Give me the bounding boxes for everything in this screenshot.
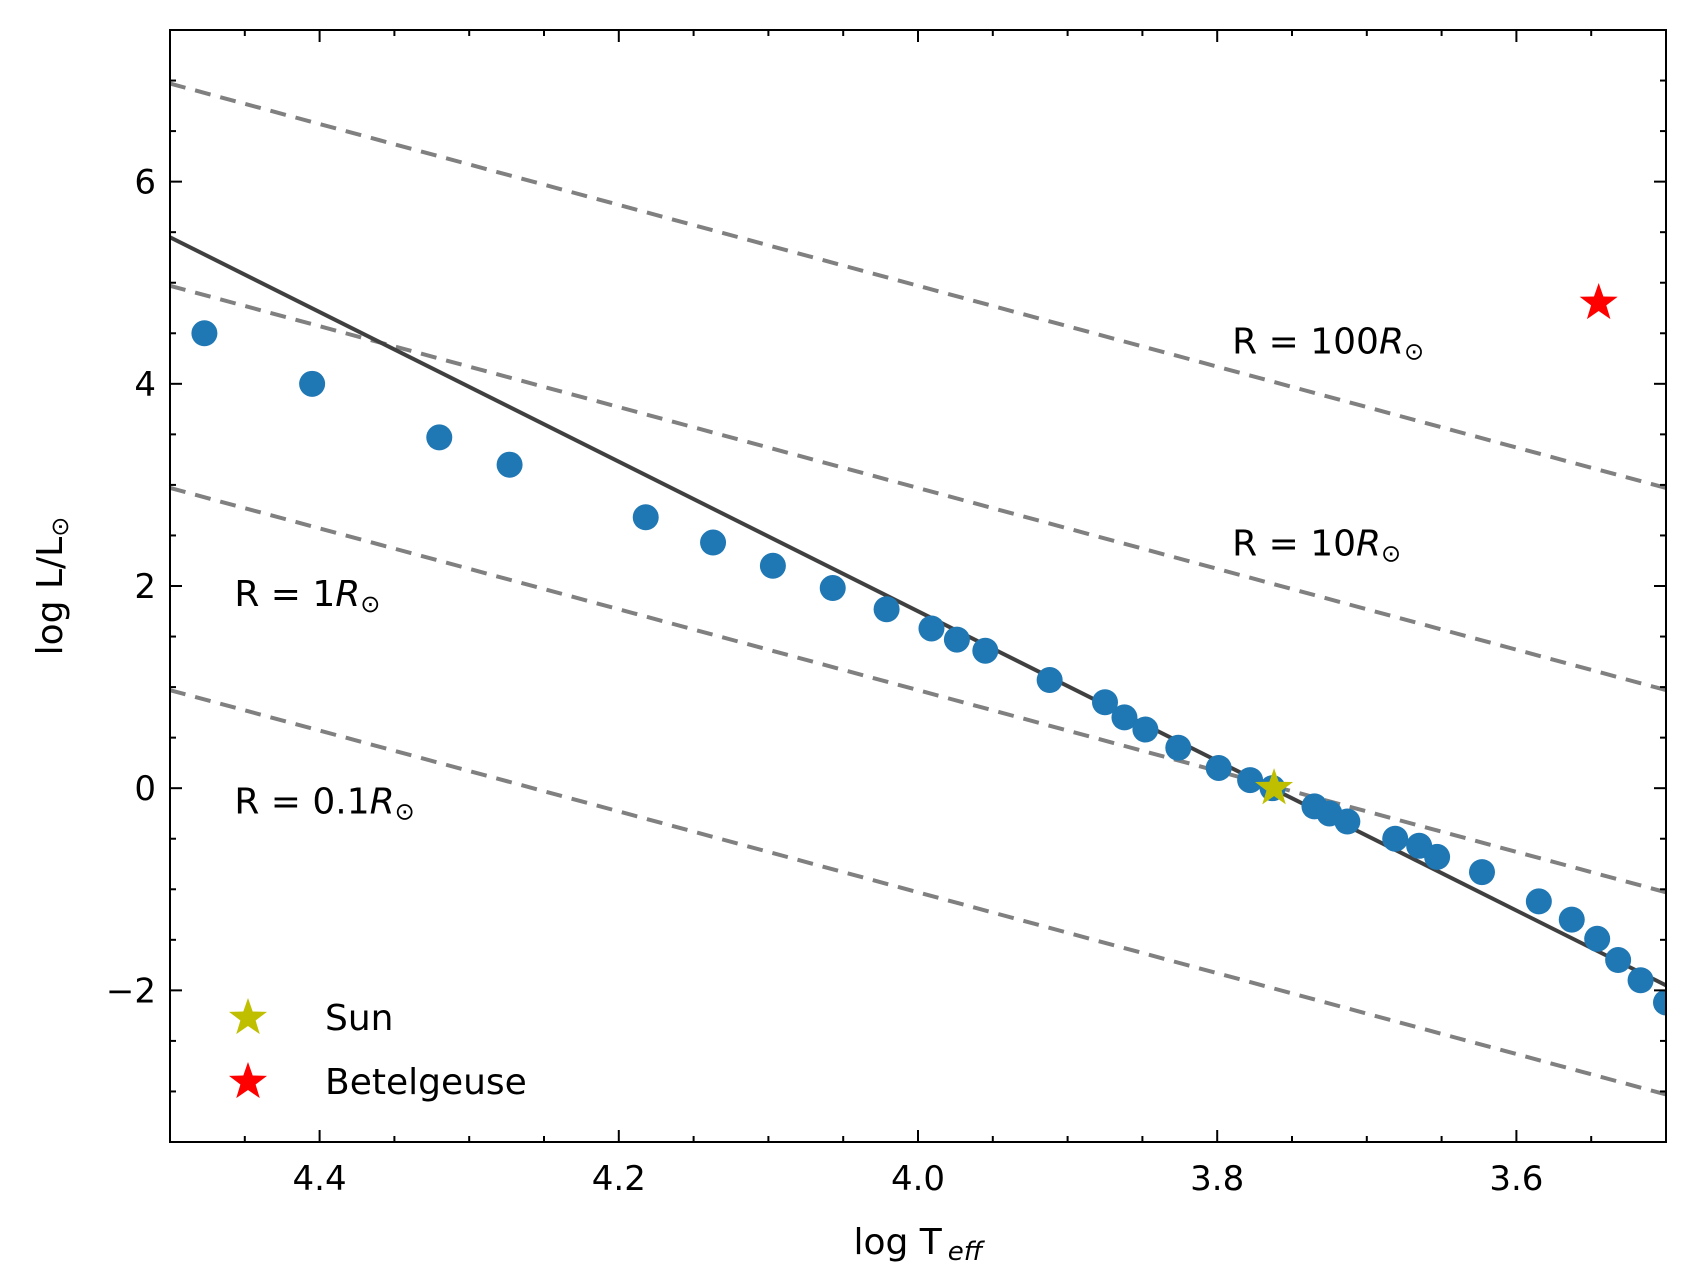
data-point: [700, 529, 727, 556]
x-tick-label: 3.6: [1489, 1159, 1543, 1199]
data-point: [426, 424, 453, 451]
data-point: [1165, 734, 1192, 761]
y-axis-label: log L/L⊙: [30, 517, 74, 656]
y-tick-label: 2: [134, 567, 156, 607]
axes: [169, 29, 1667, 1143]
x-axis-ticks: 4.4 4.2 4.0 3.8 3.6: [243, 30, 1593, 1199]
data-point: [1111, 704, 1138, 731]
data-point: [1092, 689, 1118, 716]
legend: Sun Betelgeuse: [228, 998, 527, 1103]
annotation-label: R = 100R⊙: [1232, 321, 1424, 365]
data-point: [1584, 925, 1611, 952]
data-point: [1468, 859, 1495, 886]
data-point: [1237, 767, 1264, 794]
data-point: [1424, 843, 1451, 870]
data-point: [873, 596, 900, 623]
y-tick-label: −2: [106, 971, 156, 1011]
special-stars: [1255, 282, 1618, 805]
radius-annotations: R = 100R⊙ R = 10R⊙ R = 1R⊙ R = 0.1R⊙: [234, 321, 1424, 825]
legend-marker-sun: [228, 998, 268, 1035]
data-point: [191, 320, 218, 347]
annotation-label: R = 10R⊙: [1232, 524, 1401, 568]
fit-line-group: [170, 235, 1666, 988]
legend-label: Betelgeuse: [325, 1062, 527, 1103]
radius-line-0.1: [170, 688, 1666, 1097]
radius-lines: [170, 81, 1666, 1097]
data-point: [918, 615, 945, 642]
data-point: [1605, 947, 1632, 974]
data-point: [1653, 989, 1666, 1016]
plot-frame: [169, 29, 1667, 1143]
data-point: [1036, 667, 1063, 694]
radius-line-10: [170, 283, 1666, 693]
data-point: [299, 370, 326, 397]
x-tick-label: 4.2: [592, 1159, 646, 1199]
data-point: [1205, 754, 1232, 781]
radius-line-1: [170, 486, 1666, 895]
radius-line-100: [170, 81, 1666, 490]
y-axis-ticks: −2 0 2 4 6: [106, 79, 1666, 1093]
x-tick-label: 4.4: [293, 1159, 347, 1199]
x-tick-label: 4.0: [891, 1159, 945, 1199]
data-point: [1334, 808, 1361, 835]
data-point: [972, 637, 999, 664]
legend-label: Sun: [325, 998, 393, 1039]
data-point: [1525, 888, 1552, 915]
data-point: [943, 626, 970, 653]
annotation-label: R = 0.1R⊙: [234, 781, 414, 825]
data-point: [1627, 967, 1654, 994]
data-point: [759, 552, 786, 579]
data-point: [1558, 906, 1585, 933]
y-tick-label: 0: [134, 769, 156, 809]
star-marker-betelgeuse: [1579, 282, 1618, 320]
main-sequence-points: [191, 320, 1666, 1016]
data-point: [1132, 716, 1159, 743]
star-marker-sun: [1255, 768, 1294, 805]
data-point: [819, 575, 846, 602]
y-tick-label: 4: [134, 365, 156, 405]
data-point: [632, 504, 659, 531]
legend-marker-betelgeuse: [228, 1062, 268, 1099]
x-tick-label: 3.8: [1190, 1159, 1244, 1199]
y-tick-label: 6: [134, 163, 156, 203]
annotation-label: R = 1R⊙: [234, 574, 380, 618]
data-point: [496, 451, 523, 478]
fit-line: [170, 235, 1666, 988]
data-point: [1382, 825, 1409, 852]
